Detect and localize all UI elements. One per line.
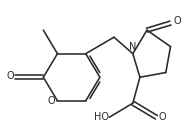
Text: O: O: [173, 16, 181, 26]
Text: O: O: [47, 96, 55, 106]
Text: HO: HO: [94, 112, 109, 122]
Text: O: O: [159, 112, 166, 122]
Text: O: O: [6, 71, 14, 81]
Text: N: N: [129, 42, 136, 52]
